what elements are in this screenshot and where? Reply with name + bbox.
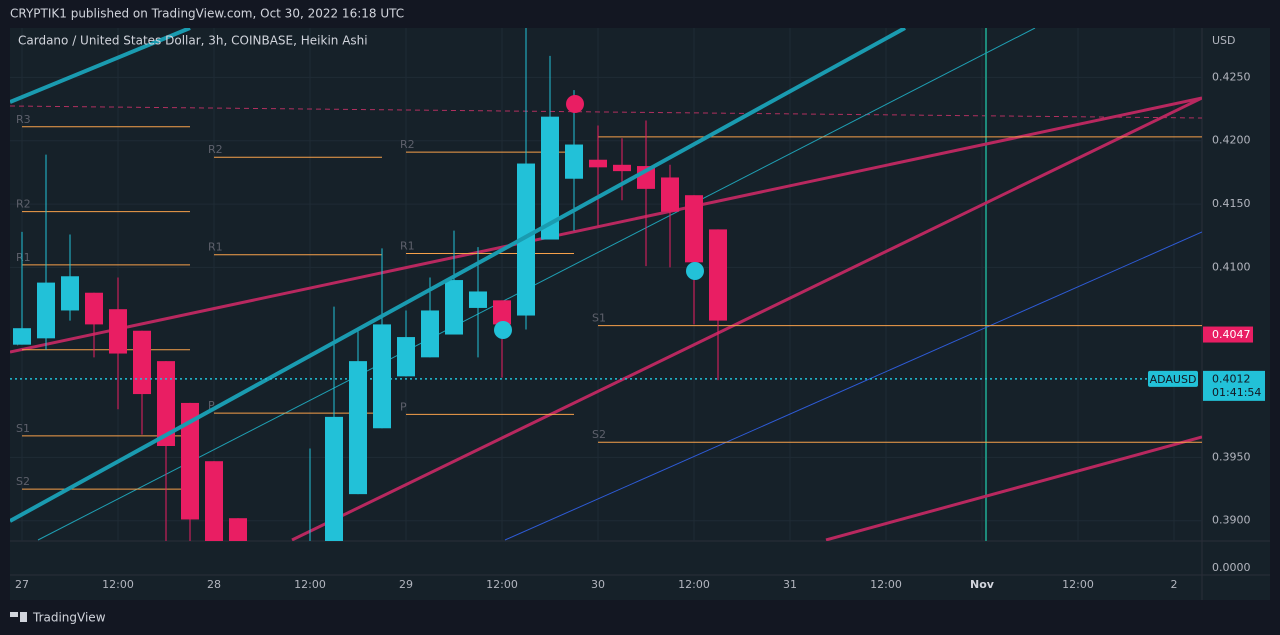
pivot-label: S2 (16, 475, 30, 488)
candle-body (157, 361, 175, 446)
candle-body (589, 159, 607, 168)
trend-line (10, 28, 191, 104)
marker (686, 262, 704, 280)
x-tick-label: 12:00 (1062, 578, 1094, 591)
trend-line (10, 96, 1202, 354)
pivot-label: S1 (16, 422, 30, 435)
dashed-line (10, 105, 1202, 119)
candle-body (61, 276, 79, 311)
x-tick-label: 2 (1171, 578, 1178, 591)
marker (494, 321, 512, 339)
candle-body (469, 291, 487, 308)
price-axis (1202, 28, 1270, 600)
pivot-label: R1 (16, 251, 31, 264)
lower-pane-tick: 0.0000 (1212, 561, 1251, 574)
candle-body (445, 280, 463, 335)
pivot-label: P (208, 399, 215, 412)
candle-body (541, 116, 559, 240)
x-tick-label: 12:00 (294, 578, 326, 591)
axis-unit: USD (1212, 34, 1236, 47)
pivot-label: P (400, 400, 407, 413)
x-tick-label: 12:00 (870, 578, 902, 591)
logo-icon (10, 612, 18, 617)
y-tick-label: 0.4200 (1212, 134, 1251, 147)
last-price-label: 0.4012 (1212, 372, 1251, 385)
candles (13, 28, 727, 541)
pivot-label: R2 (16, 198, 31, 211)
y-tick-label: 0.3950 (1212, 450, 1251, 463)
y-tick-label: 0.4250 (1212, 70, 1251, 83)
chart-title: Cardano / United States Dollar, 3h, COIN… (18, 34, 368, 48)
logo: TradingView (10, 611, 106, 625)
drawings-top (10, 28, 906, 523)
x-tick-label: 28 (207, 578, 221, 591)
logo-icon (20, 612, 27, 622)
x-tick-label: 30 (591, 578, 605, 591)
pivot-label: S1 (592, 312, 606, 325)
y-tick-label: 0.4150 (1212, 197, 1251, 210)
pivot-label: S2 (592, 428, 606, 441)
candle-body (421, 310, 439, 358)
candle-body (349, 361, 367, 495)
candle-body (37, 282, 55, 339)
y-tick-label: 0.3900 (1212, 514, 1251, 527)
candle-body (13, 328, 31, 345)
x-tick-label: Nov (970, 578, 995, 591)
price-tag-label: 0.4047 (1212, 328, 1251, 341)
x-tick-label: 12:00 (678, 578, 710, 591)
x-tick-label: 29 (399, 578, 413, 591)
candle-body (493, 300, 511, 325)
x-tick-label: 31 (783, 578, 797, 591)
pivot-label: R3 (16, 113, 31, 126)
trend-line (825, 435, 1202, 541)
candle-body (205, 461, 223, 541)
trend-line (504, 231, 1202, 541)
last-price-tag (1203, 370, 1265, 401)
candle-body (565, 144, 583, 179)
symbol-label: ADAUSD (1150, 373, 1197, 386)
price-tag (1203, 326, 1253, 343)
candle-body (613, 164, 631, 172)
candle-body (661, 177, 679, 212)
candle-body (517, 163, 535, 316)
candle-body (85, 292, 103, 325)
pivot-label: R1 (208, 241, 223, 254)
x-tick-label: 12:00 (486, 578, 518, 591)
countdown-label: 01:41:54 (1212, 386, 1261, 399)
candle-body (709, 229, 727, 321)
pivot-label: R2 (208, 143, 223, 156)
logo-text: TradingView (32, 611, 106, 625)
pivot-label: R1 (400, 239, 415, 252)
overlay: 0.4250 0.4200 0.4150 0.4100 0.3950 0.3900 27 12… (10, 70, 1265, 591)
drawings (10, 28, 1202, 541)
trend-line (10, 28, 906, 523)
y-tick-label: 0.4100 (1212, 260, 1251, 273)
pivot-label: R2 (400, 138, 415, 151)
candle-body (373, 324, 391, 429)
candle-body (397, 337, 415, 377)
candle-body (133, 330, 151, 395)
symbol-tag (1148, 370, 1198, 387)
candle-body (325, 416, 343, 541)
header: CRYPTIK1 published on TradingView.com, O… (10, 7, 404, 21)
candle-body (109, 309, 127, 354)
trend-line (37, 28, 1036, 541)
candle-body (685, 195, 703, 263)
candle-body (181, 402, 199, 520)
x-tick-label: 12:00 (102, 578, 134, 591)
x-tick-label: 27 (15, 578, 29, 591)
candle-body (229, 518, 247, 541)
marker (566, 95, 584, 113)
trend-line (291, 96, 1202, 541)
